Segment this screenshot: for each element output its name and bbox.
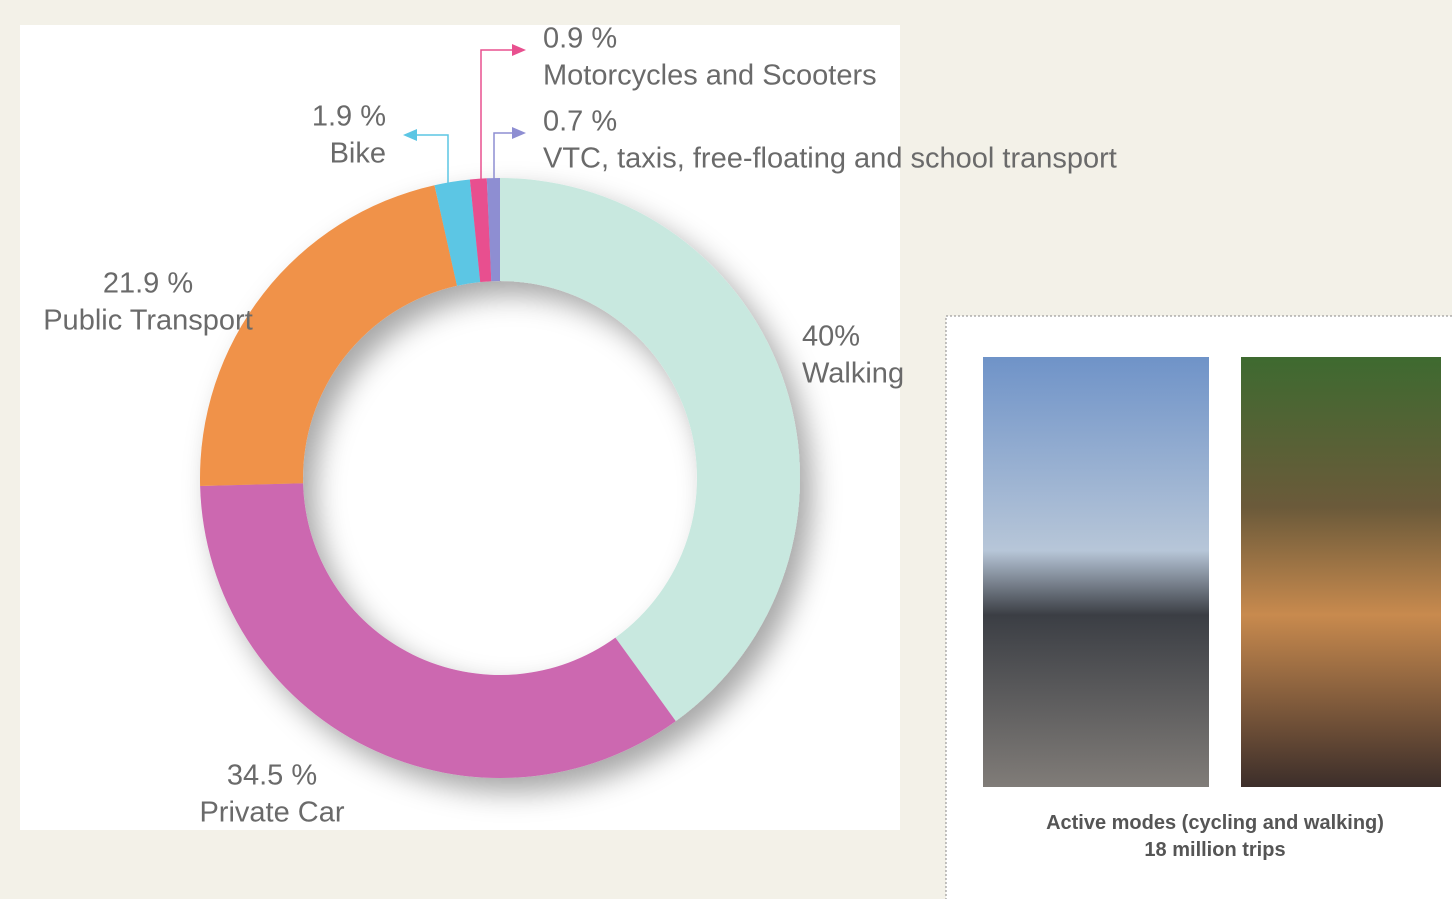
- value-label: 21.9 %: [103, 268, 193, 300]
- category-label: Bike: [330, 138, 386, 170]
- panel-subcaption: 18 million trips: [1144, 839, 1285, 861]
- photo-walking: [1241, 357, 1441, 787]
- category-label: Motorcycles and Scooters: [543, 60, 877, 92]
- category-label: Walking: [802, 358, 904, 390]
- category-label: VTC, taxis, free-floating and school tra…: [543, 143, 1117, 175]
- value-label: 0.9 %: [543, 23, 617, 55]
- category-label: Private Car: [199, 797, 344, 829]
- value-label: 0.7 %: [543, 106, 617, 138]
- page: Active modes (cycling and walking) 18 mi…: [0, 0, 1452, 899]
- value-label: 34.5 %: [227, 760, 317, 792]
- category-label: Public Transport: [43, 305, 253, 337]
- value-label: 40%: [802, 321, 860, 353]
- photo-cycling: [983, 357, 1209, 787]
- value-label: 1.9 %: [312, 101, 386, 133]
- panel-caption: Active modes (cycling and walking): [1046, 812, 1384, 834]
